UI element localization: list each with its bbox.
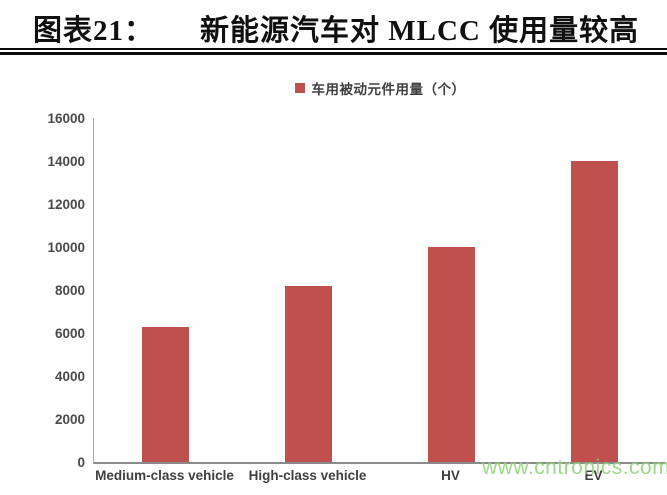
caption-divider — [0, 48, 667, 55]
bar-ev — [571, 161, 618, 462]
y-tick-label: 12000 — [47, 196, 85, 212]
bar-slot — [380, 118, 523, 462]
y-tick-label: 6000 — [54, 325, 85, 341]
bar-slot — [237, 118, 380, 462]
y-tick-label: 16000 — [47, 110, 85, 126]
legend-series-label: 车用被动元件用量（个） — [311, 82, 466, 97]
chart-legend: 车用被动元件用量（个） — [93, 80, 667, 97]
y-tick-label: 10000 — [47, 239, 85, 255]
y-tick-label: 2000 — [54, 411, 85, 427]
y-axis-tick-labels: 0 2000 4000 6000 8000 10000 12000 14000 16000 — [0, 111, 85, 468]
chart-caption: 图表21： 新能源汽车对 MLCC 使用量较高 — [33, 7, 639, 49]
y-tick-label: 4000 — [54, 368, 85, 384]
caption-title: 新能源汽车对 MLCC 使用量较高 — [200, 15, 640, 47]
watermark-text: www.cntronics.com — [482, 456, 667, 479]
bar-slot — [94, 118, 237, 462]
x-axis-category-label: EV — [584, 468, 603, 483]
legend-marker-icon — [294, 83, 305, 93]
caption-label: 图表21： — [33, 15, 155, 47]
bar-high-class-vehicle — [285, 285, 332, 462]
y-tick-label: 0 — [77, 454, 85, 470]
bar-hv — [428, 247, 475, 462]
x-axis-category-label: High-class vehicle — [248, 468, 367, 483]
bar-medium-class-vehicle — [142, 326, 189, 462]
x-axis-category-label: HV — [441, 468, 460, 483]
y-tick-label: 8000 — [54, 282, 85, 298]
bars-container — [94, 118, 666, 462]
bar-slot — [523, 118, 666, 462]
x-axis-category-label: Medium-class vehicle — [95, 468, 234, 483]
plot-area — [93, 118, 666, 464]
y-tick-label: 14000 — [47, 153, 85, 169]
x-axis-labels: Medium-class vehicle High-class vehicle HV… — [93, 468, 665, 484]
